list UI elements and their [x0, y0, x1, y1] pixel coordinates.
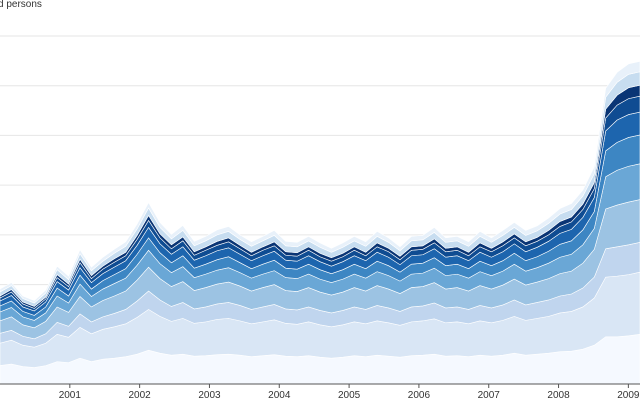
y-axis-unit-label: d persons — [0, 0, 42, 10]
x-tick-label: 2001 — [59, 390, 82, 400]
x-tick-label: 2005 — [338, 390, 361, 400]
x-tick-label: 2007 — [478, 390, 501, 400]
area-series-group — [0, 61, 640, 385]
x-tick-label: 2006 — [408, 390, 431, 400]
x-tick-label: 2002 — [129, 390, 152, 400]
x-tick-label: 2004 — [268, 390, 291, 400]
x-tick-label: 2008 — [547, 390, 570, 400]
x-tick-label: 2003 — [198, 390, 221, 400]
area-series-11 — [0, 61, 640, 304]
x-axis: 2001 2002 2003 2004 2005 2006 2007 2008 2009 — [0, 383, 640, 401]
x-tick-label: 2009 — [617, 390, 640, 400]
